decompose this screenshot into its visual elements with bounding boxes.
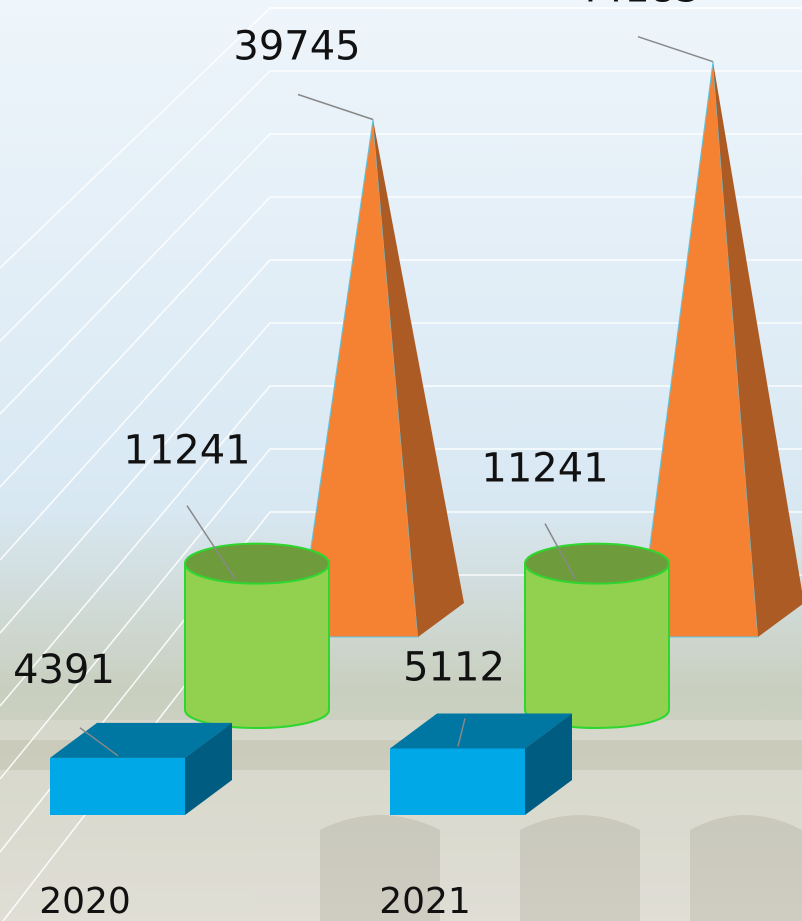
box: [50, 758, 185, 815]
cylinder-top: [185, 544, 329, 584]
data-label: 4391: [13, 647, 115, 693]
data-label: 11241: [123, 428, 250, 474]
cylinder: [525, 564, 669, 728]
page: {"chart_data": {"type": "bar3d", "catego…: [0, 0, 802, 921]
cylinder-top: [525, 544, 669, 584]
data-label: 39745: [233, 23, 360, 69]
x-tick-label: 2020: [39, 881, 131, 921]
x-tick-label: 2021: [379, 881, 471, 921]
data-label: 44183: [573, 0, 700, 12]
box: [390, 748, 525, 815]
chart: 39745 44183 11241 11241 4391 5112 2020 2021: [0, 0, 802, 921]
data-label: 5112: [403, 644, 505, 690]
cylinder: [185, 564, 329, 728]
data-label: 11241: [481, 446, 608, 492]
